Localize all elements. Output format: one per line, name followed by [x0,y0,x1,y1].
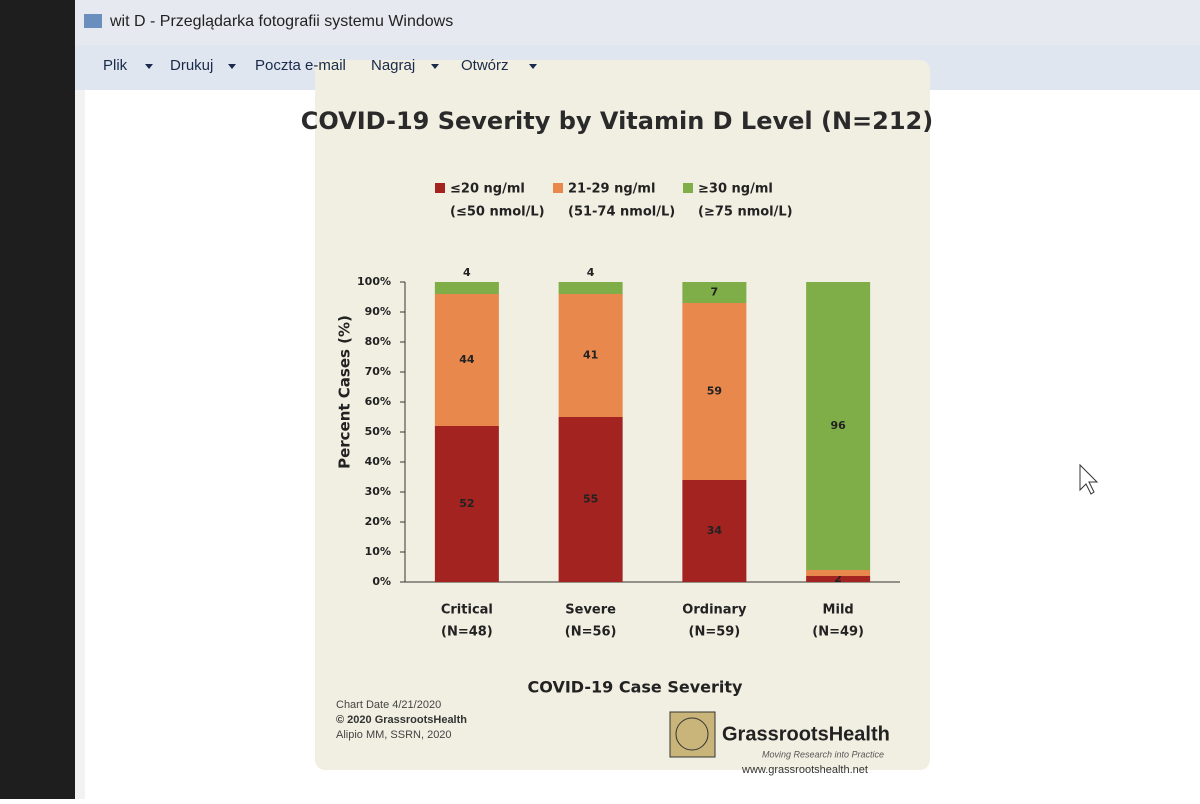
data-label: 59 [707,385,722,398]
bar-segment [806,282,871,570]
footer-line: © 2020 GrassrootsHealth [336,714,467,726]
cursor [1079,463,1099,495]
y-tick-label: 40% [365,455,391,468]
x-tick-label: Ordinary [682,603,747,618]
legend-label: ≤20 ng/ml [450,182,525,197]
x-tick-label: Critical [441,603,493,618]
y-tick-label: 70% [365,365,391,378]
data-label: 52 [459,497,474,510]
y-axis-label: Percent Cases (%) [336,315,354,469]
menu-item[interactable]: Drukuj [170,57,213,74]
footer-line: Chart Date 4/21/2020 [336,699,441,711]
bar-segment [682,282,747,303]
bar-segment [558,417,623,582]
data-label: 2 [834,572,842,585]
x-tick-label: Severe [565,603,616,618]
data-label: 4 [587,266,595,279]
logo-url: www.grassrootshealth.net [741,764,868,776]
footer-line: Alipio MM, SSRN, 2020 [336,729,452,741]
data-label: 7 [711,286,719,299]
menu-arrow [529,64,537,69]
menu-item[interactable]: Nagraj [371,57,415,74]
menu-item[interactable]: Plik [103,57,128,74]
menu-arrow [431,64,439,69]
legend-note: (≤50 nmol/L) [450,205,545,220]
bar-segment [806,570,871,576]
logo-icon-circle [675,717,709,751]
legend-swatch [553,183,563,193]
y-tick-label: 60% [365,395,391,408]
legend-note: (51-74 nmol/L) [568,205,675,220]
data-label: 34 [707,524,723,537]
bar-segment [682,480,747,582]
legend-swatch [683,183,693,193]
y-tick-label: 30% [365,485,391,498]
bar-segment [434,426,499,582]
y-tick-label: 90% [365,305,391,318]
data-label: 96 [830,419,846,432]
x-tick-note: (N=48) [441,625,493,640]
data-label: 55 [583,493,598,506]
legend-label: ≥30 ng/ml [698,182,773,197]
chart-title: COVID-19 Severity by Vitamin D Level (N=… [301,107,933,135]
bar-segment [806,576,871,582]
y-tick-label: 50% [365,425,391,438]
legend-swatch [435,183,445,193]
data-label: 4 [463,266,471,279]
x-tick-note: (N=56) [565,625,617,640]
legend-note: (≥75 nmol/L) [698,205,793,220]
x-axis-label: COVID-19 Case Severity [528,678,743,697]
bar-segment [682,303,747,480]
y-tick-label: 80% [365,335,391,348]
y-tick-label: 10% [365,545,391,558]
menu-arrow [228,64,236,69]
y-tick-label: 20% [365,515,391,528]
bar-segment [558,282,623,294]
legend-label: 21-29 ng/ml [568,182,655,197]
bar-segment [434,294,499,426]
data-label: 44 [459,353,475,366]
title-bar [75,0,1200,45]
x-tick-note: (N=49) [812,625,864,640]
menu-item[interactable]: Poczta e-mail [255,57,346,74]
app-icon [84,14,102,28]
menu-arrow [145,64,153,69]
bar-segment [558,294,623,417]
x-tick-label: Mild [823,603,854,618]
y-tick-label: 100% [357,275,391,288]
window-title: wit D - Przeglądarka fotografii systemu … [109,13,453,30]
logo-tagline: Moving Research into Practice [762,749,884,759]
x-tick-note: (N=59) [689,625,741,640]
y-tick-label: 0% [372,575,391,588]
menu-item[interactable]: Otwórz [461,57,509,74]
logo-name: GrassrootsHealth [722,723,890,745]
bar-segment [434,282,499,294]
data-label: 41 [583,349,598,362]
